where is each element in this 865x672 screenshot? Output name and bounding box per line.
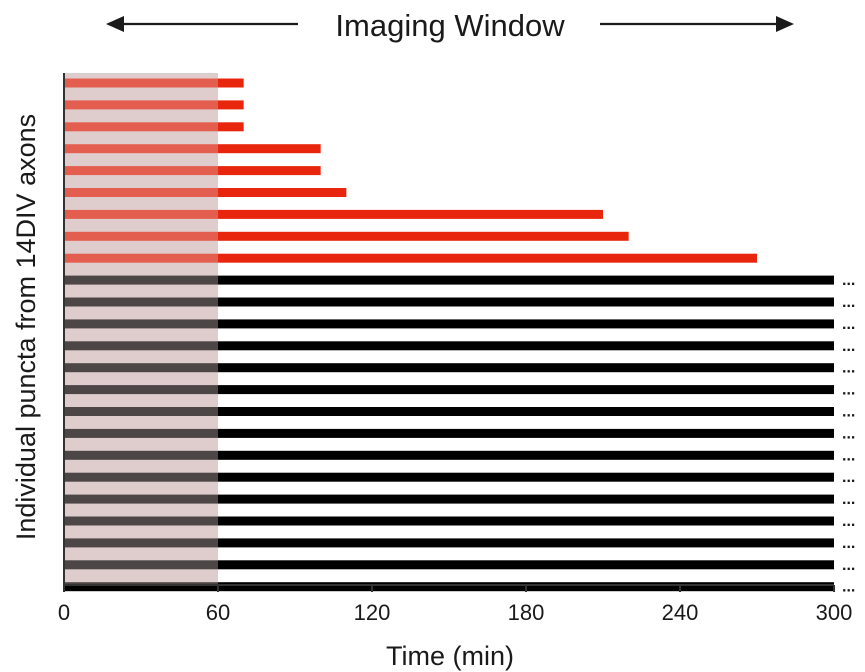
continuation-marker: ... <box>842 535 855 552</box>
title-arrowhead-left <box>106 16 124 32</box>
x-tick-label: 60 <box>206 600 230 625</box>
continuation-marker: ... <box>842 272 855 289</box>
continuation-marker: ... <box>842 579 855 596</box>
continuation-marker: ... <box>842 338 855 355</box>
x-tick-label: 240 <box>662 600 699 625</box>
continuation-marker: ... <box>842 469 855 486</box>
continuation-marker: ... <box>842 360 855 377</box>
bar <box>64 78 244 88</box>
bar <box>64 166 321 176</box>
continuation-marker: ... <box>842 404 855 421</box>
title-group: Imaging Window <box>106 8 794 43</box>
continuation-marker: ... <box>842 447 855 464</box>
shaded-region-overlay <box>64 73 218 585</box>
chart-title: Imaging Window <box>335 8 565 43</box>
continuation-marker: ... <box>842 557 855 574</box>
bar <box>64 319 834 329</box>
bar <box>64 450 834 460</box>
x-tick-label: 0 <box>58 600 70 625</box>
bar <box>64 494 834 504</box>
x-ticks: 0 60 120 180 240 300 <box>58 585 852 625</box>
bar <box>64 100 244 110</box>
bar <box>64 516 834 526</box>
bar <box>64 144 321 154</box>
bar <box>64 297 834 307</box>
x-tick-label: 180 <box>508 600 545 625</box>
continuation-marker: ... <box>842 316 855 333</box>
bar <box>64 122 244 132</box>
title-arrowhead-right <box>776 16 794 32</box>
bars <box>64 73 834 592</box>
continuation-marker: ... <box>842 513 855 530</box>
bar <box>64 385 834 395</box>
bar <box>64 472 834 482</box>
bar <box>64 582 834 592</box>
bar <box>64 428 834 438</box>
bar <box>64 253 757 263</box>
bar <box>64 188 347 197</box>
continuation-marker: ... <box>842 382 855 399</box>
continuation-markers: ........................................… <box>842 272 855 596</box>
bar <box>64 538 834 548</box>
bar <box>64 363 834 373</box>
bar <box>64 209 603 219</box>
y-axis-label: Individual puncta from 14DIV axons <box>11 114 41 540</box>
bar <box>64 275 834 285</box>
bar <box>64 407 834 416</box>
continuation-marker: ... <box>842 491 855 508</box>
bar <box>64 560 834 570</box>
x-tick-label: 120 <box>354 600 391 625</box>
continuation-marker: ... <box>842 425 855 442</box>
bar <box>64 231 629 241</box>
x-axis-label: Time (min) <box>386 641 514 671</box>
x-tick-label: 300 <box>816 600 853 625</box>
continuation-marker: ... <box>842 294 855 311</box>
bar <box>64 341 834 351</box>
